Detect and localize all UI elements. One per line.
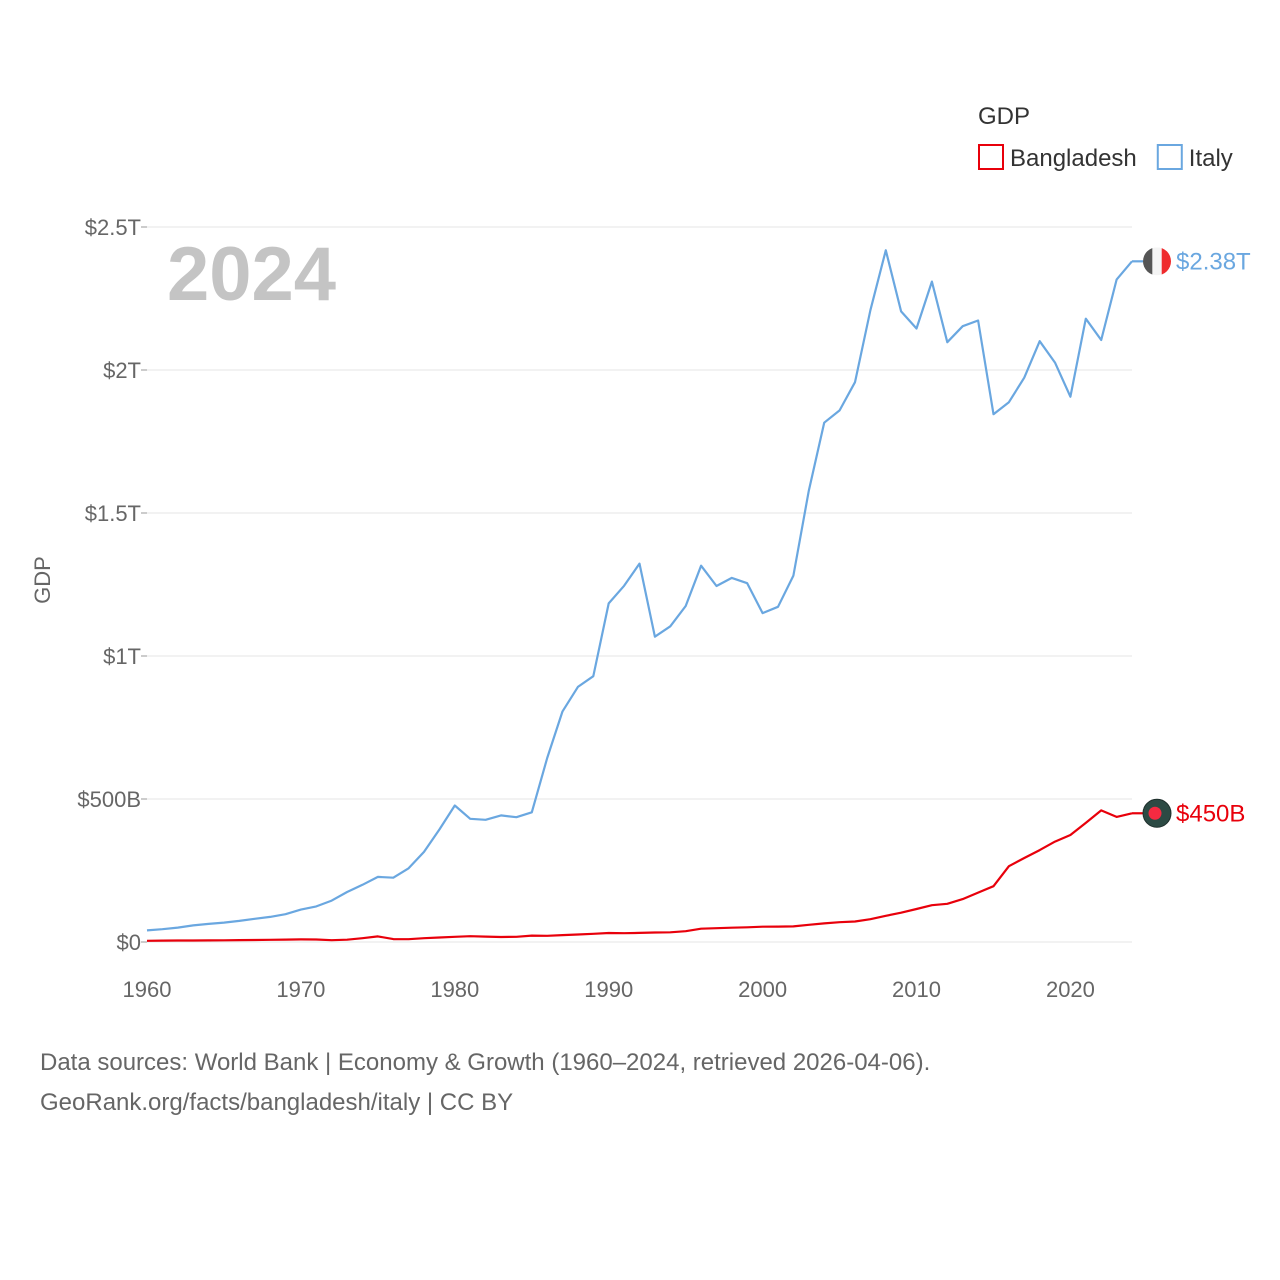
x-tick-label: 1960 (123, 977, 172, 1002)
legend-items[interactable]: Bangladesh Italy (978, 144, 1233, 172)
legend-swatch[interactable] (1156, 144, 1183, 170)
source-line-2[interactable]: GeoRank.org/facts/bangladesh/italy | CC … (40, 1089, 514, 1116)
bangladesh-flag-icon (1142, 798, 1172, 828)
y-tick-label: $1T (103, 644, 141, 669)
y-tick-label: $1.5T (85, 501, 141, 526)
x-tick-label: 1970 (276, 977, 325, 1002)
legend-item-italy[interactable]: Italy (1156, 144, 1233, 172)
x-tick-label: 1980 (430, 977, 479, 1002)
legend-item-bangladesh[interactable]: Bangladesh (978, 144, 1137, 172)
series-line-italy (146, 249, 1133, 932)
x-axis-ticks: 1960 1970 1980 1990 2000 2010 2020 (123, 977, 1095, 1002)
source-line-1: Data sources: World Bank | Economy & Gro… (40, 1049, 931, 1076)
end-markers: $450B $2.38T (1132, 247, 1251, 828)
x-tick-label: 2020 (1046, 977, 1095, 1002)
legend-swatch[interactable] (978, 144, 1004, 170)
legend-label: Bangladesh (1010, 145, 1137, 172)
source-note: Data sources: World Bank | Economy & Gro… (40, 1043, 930, 1123)
grid-lines (147, 226, 1132, 943)
y-axis-ticks: $0 $500B $1T $1.5T $2T $2.5T (77, 215, 147, 955)
y-axis-label: GDP (30, 556, 55, 604)
x-tick-label: 1990 (584, 977, 633, 1002)
series-lines (146, 249, 1133, 942)
italy-flag-icon (1143, 247, 1171, 276)
y-tick-label: $2.5T (85, 215, 141, 240)
year-label: 2024 (167, 232, 336, 317)
end-value-label-bangladesh: $450B (1176, 800, 1245, 827)
x-tick-label: 2010 (892, 977, 941, 1002)
series-line-bangladesh (146, 809, 1133, 942)
legend[interactable]: GDP Bangladesh Italy (978, 103, 1233, 172)
legend-title: GDP (978, 103, 1030, 130)
y-tick-label: $2T (103, 358, 141, 383)
end-value-label-italy: $2.38T (1176, 248, 1251, 275)
legend-label: Italy (1189, 145, 1233, 172)
y-tick-label: $0 (117, 930, 141, 955)
y-tick-label: $500B (77, 787, 141, 812)
x-tick-label: 2000 (738, 977, 787, 1002)
